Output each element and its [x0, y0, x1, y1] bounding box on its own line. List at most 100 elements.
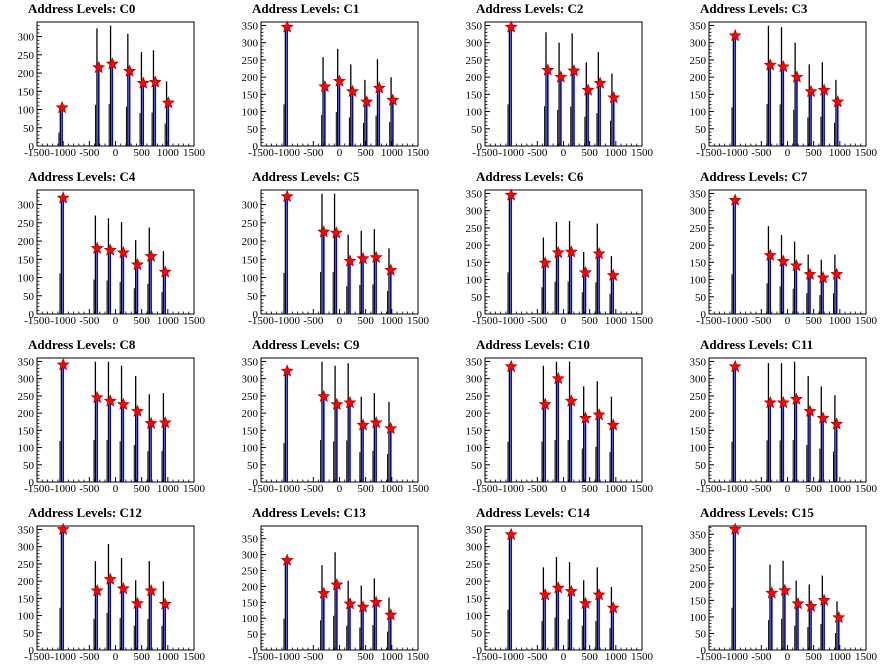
- y-tick-label: 250: [242, 566, 259, 578]
- x-tick-label: -500: [303, 147, 324, 159]
- chart-title: Address Levels: C5: [252, 169, 360, 184]
- y-tick-label: 50: [247, 460, 259, 472]
- peak-marker: [92, 60, 106, 74]
- peak-marker: [356, 418, 370, 431]
- peak-marker: [369, 250, 383, 263]
- chart-svg: Address Levels: C14 0 50 100 150 200 250 300 350…: [466, 505, 654, 663]
- peak-marker: [551, 581, 565, 594]
- y-tick-label: 50: [695, 628, 707, 640]
- peak-marker: [728, 193, 742, 206]
- peak-marker: [144, 249, 158, 262]
- x-tick-label: -500: [527, 651, 548, 663]
- chart-svg: Address Levels: C4 0 50 100 150 200 250 300 -150…: [18, 169, 206, 327]
- peak-marker: [56, 522, 70, 535]
- peak-marker: [776, 254, 790, 267]
- y-tick-label: 250: [466, 223, 483, 235]
- y-tick-label: 300: [690, 546, 707, 558]
- y-tick-label: 50: [471, 292, 483, 304]
- y-tick-label: 200: [690, 72, 707, 84]
- peak-marker: [606, 268, 620, 281]
- peak-marker: [789, 258, 803, 272]
- peak-marker: [369, 415, 383, 429]
- y-tick-label: 250: [690, 391, 707, 403]
- x-tick-label: -500: [303, 483, 324, 495]
- chart-panel: Address Levels: C0 0 50 100 150 200 250 300 -150…: [0, 0, 224, 168]
- chart-title: Address Levels: C4: [28, 169, 136, 184]
- x-tick-label: 1000: [829, 315, 852, 327]
- x-tick-label: -1000: [50, 651, 76, 663]
- peak-marker: [103, 243, 117, 256]
- x-tick-label: 0: [337, 315, 343, 327]
- y-tick-label: 350: [690, 188, 707, 200]
- peak-marker: [158, 597, 172, 610]
- plot-frame: [708, 189, 867, 315]
- x-tick-label: 500: [133, 483, 150, 495]
- chart-panel: Address Levels: C9 0 50 100 150 200 250 300 350 -…: [224, 336, 448, 504]
- x-tick-label: 0: [337, 651, 343, 663]
- peak-marker: [317, 225, 331, 238]
- peak-marker: [607, 90, 621, 104]
- y-tick-label: 100: [466, 107, 483, 119]
- y-tick-label: 350: [466, 20, 483, 32]
- x-tick-label: -1000: [498, 483, 524, 495]
- chart-title: Address Levels: C10: [476, 337, 590, 352]
- chart-svg: Address Levels: C11 0 50 100 150 200 250 300 350…: [690, 337, 878, 495]
- y-tick-label: 100: [242, 443, 259, 455]
- x-tick-label: 1500: [855, 147, 878, 159]
- x-tick-label: 0: [561, 651, 567, 663]
- x-tick-label: 500: [133, 315, 150, 327]
- peak-marker: [578, 265, 592, 279]
- y-tick-label: 250: [242, 391, 259, 403]
- y-tick-label: 350: [690, 356, 707, 368]
- peak-marker: [280, 189, 294, 203]
- x-tick-label: 1000: [605, 651, 628, 663]
- x-tick-label: -1000: [50, 483, 76, 495]
- peak-marker: [763, 395, 777, 409]
- x-tick-label: 1500: [631, 147, 654, 159]
- peak-marker: [830, 267, 844, 280]
- y-tick-label: 250: [690, 55, 707, 67]
- x-tick-label: 1000: [829, 147, 852, 159]
- y-tick-label: 100: [690, 612, 707, 624]
- y-tick-label: 100: [466, 611, 483, 623]
- peak-marker: [158, 265, 172, 278]
- x-tick-label: 1000: [829, 483, 852, 495]
- x-tick-label: 1500: [407, 483, 430, 495]
- peak-marker: [592, 588, 606, 601]
- y-tick-label: 300: [466, 374, 483, 386]
- peak-marker: [538, 256, 552, 269]
- chart-svg: Address Levels: C9 0 50 100 150 200 250 300 350 -…: [242, 337, 430, 495]
- x-tick-label: 500: [805, 147, 822, 159]
- chart-panel: Address Levels: C11 0 50 100 150 200 250 300 350…: [672, 336, 896, 504]
- y-tick-label: 300: [18, 542, 35, 554]
- y-tick-label: 300: [18, 200, 35, 212]
- peak-marker: [504, 20, 518, 33]
- y-tick-label: 350: [242, 534, 259, 546]
- y-tick-label: 150: [18, 593, 35, 605]
- peak-marker: [105, 57, 119, 70]
- y-tick-label: 100: [242, 613, 259, 625]
- y-tick-label: 250: [242, 55, 259, 67]
- y-tick-label: 250: [690, 562, 707, 574]
- plot-frame: [36, 357, 195, 483]
- peak-marker: [551, 245, 565, 259]
- x-tick-label: -500: [303, 651, 324, 663]
- y-tick-label: 200: [18, 68, 35, 80]
- y-tick-label: 200: [466, 72, 483, 84]
- y-tick-label: 150: [466, 257, 483, 269]
- x-tick-label: 1500: [407, 651, 430, 663]
- x-tick-label: -1500: [248, 315, 274, 327]
- peak-marker: [592, 408, 606, 421]
- peak-marker: [581, 83, 595, 96]
- peak-marker: [790, 70, 804, 83]
- x-tick-label: -1000: [274, 315, 300, 327]
- y-tick-label: 0: [701, 141, 707, 153]
- y-tick-label: 0: [29, 141, 35, 153]
- y-tick-label: 50: [695, 124, 707, 136]
- y-tick-label: 0: [253, 477, 259, 489]
- plot-frame: [260, 189, 419, 315]
- peak-marker: [728, 28, 742, 42]
- x-tick-label: -500: [79, 651, 100, 663]
- y-tick-label: 250: [466, 559, 483, 571]
